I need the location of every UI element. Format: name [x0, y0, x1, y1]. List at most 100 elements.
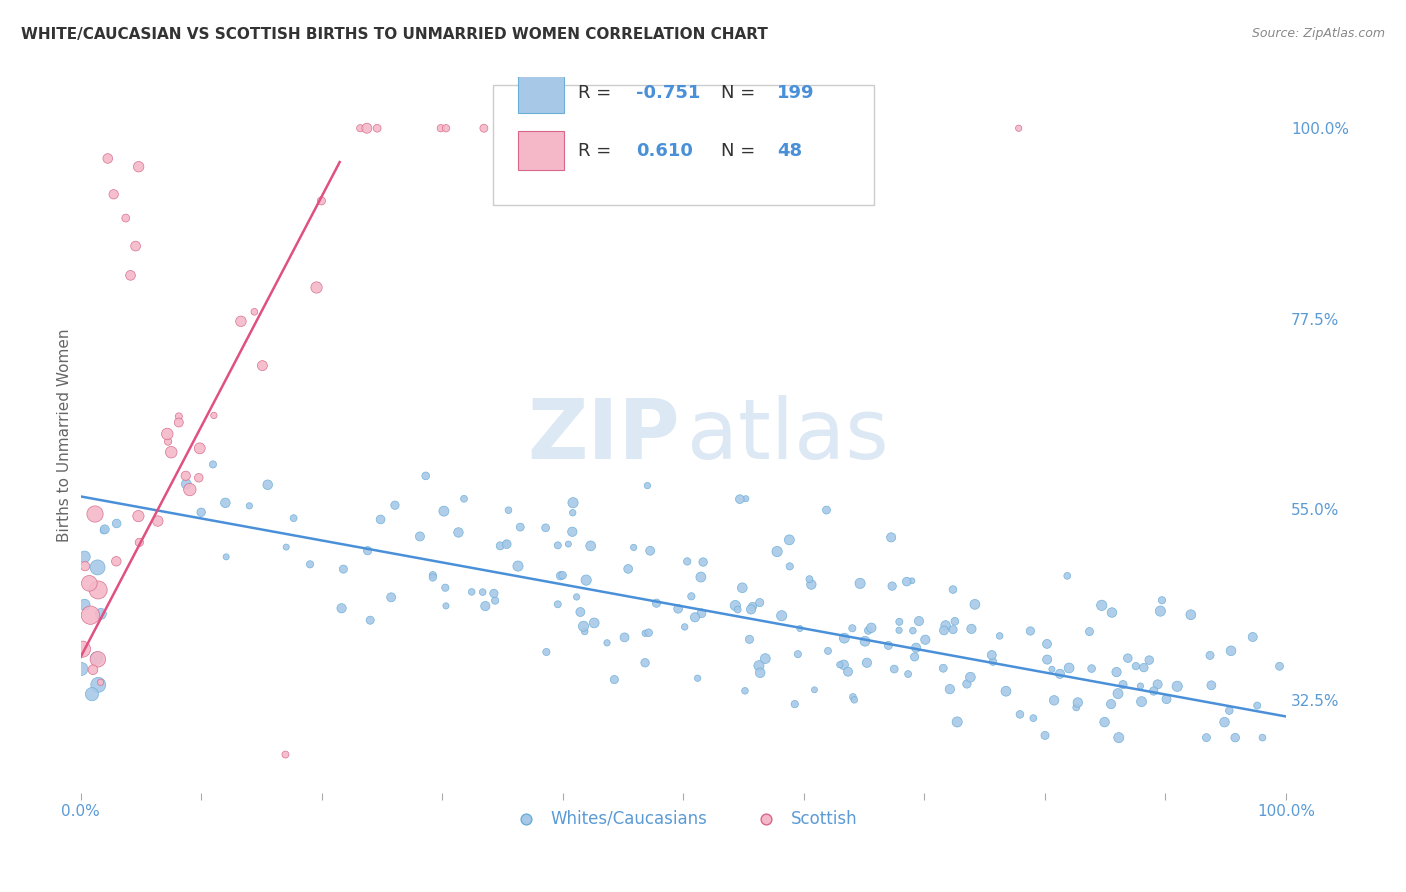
Text: 48: 48 — [778, 142, 803, 160]
Point — [786, 647, 808, 661]
Text: R =: R = — [578, 84, 617, 103]
Point — [585, 121, 607, 136]
Point — [547, 597, 569, 611]
Point — [506, 559, 529, 574]
Point — [1022, 711, 1045, 725]
Point — [124, 239, 146, 253]
Point — [748, 596, 770, 610]
Y-axis label: Births to Unmarried Women: Births to Unmarried Women — [58, 328, 72, 541]
Point — [434, 599, 457, 613]
Point — [380, 591, 402, 605]
Point — [889, 615, 911, 629]
Point — [789, 622, 811, 636]
Point — [214, 496, 236, 510]
Point — [238, 499, 260, 513]
Point — [842, 690, 865, 704]
Point — [1091, 599, 1114, 613]
Point — [1213, 715, 1236, 730]
Point — [887, 624, 910, 638]
Point — [637, 625, 659, 640]
Text: WHITE/CAUCASIAN VS SCOTTISH BIRTHS TO UNMARRIED WOMEN CORRELATION CHART: WHITE/CAUCASIAN VS SCOTTISH BIRTHS TO UN… — [21, 27, 768, 42]
Point — [683, 610, 706, 624]
Point — [174, 468, 197, 483]
Point — [724, 599, 747, 613]
Text: atlas: atlas — [688, 394, 889, 475]
Point — [783, 697, 806, 711]
Point — [942, 582, 965, 597]
Point — [1064, 700, 1087, 714]
Point — [1241, 630, 1264, 644]
Point — [1108, 731, 1130, 745]
Point — [356, 543, 378, 558]
Point — [86, 651, 108, 665]
Point — [596, 636, 619, 650]
Point — [447, 525, 470, 540]
Point — [1057, 661, 1080, 675]
Point — [537, 121, 560, 136]
Point — [1130, 695, 1153, 709]
Point — [956, 677, 979, 691]
Point — [579, 539, 602, 553]
Point — [754, 651, 776, 665]
Point — [1107, 687, 1129, 701]
Point — [603, 673, 626, 687]
Point — [87, 582, 110, 597]
Point — [1225, 731, 1247, 745]
Point — [84, 507, 107, 521]
Point — [994, 684, 1017, 698]
Point — [482, 586, 505, 600]
Point — [1099, 697, 1122, 711]
Point — [749, 665, 772, 680]
Point — [472, 121, 495, 136]
Point — [90, 607, 112, 621]
Point — [103, 187, 125, 202]
Point — [766, 544, 789, 558]
Point — [190, 505, 212, 519]
Point — [1116, 651, 1139, 665]
Point — [1195, 731, 1218, 745]
Point — [565, 590, 588, 604]
Point — [841, 621, 863, 635]
Point — [495, 537, 517, 551]
Point — [574, 624, 596, 639]
Legend: Whites/Caucasians, Scottish: Whites/Caucasians, Scottish — [502, 803, 865, 834]
Point — [1008, 121, 1031, 136]
Point — [896, 574, 918, 589]
Point — [453, 491, 475, 506]
Point — [634, 656, 657, 670]
Point — [93, 524, 115, 538]
Point — [188, 442, 211, 456]
Point — [690, 606, 713, 620]
Point — [80, 687, 103, 701]
Point — [305, 280, 328, 294]
Point — [901, 574, 924, 588]
Point — [903, 649, 925, 664]
Point — [366, 121, 388, 136]
Point — [105, 516, 128, 531]
Point — [734, 491, 756, 506]
Point — [156, 427, 179, 442]
Point — [844, 693, 866, 707]
Text: 0.610: 0.610 — [637, 142, 693, 160]
Point — [834, 631, 856, 645]
Point — [562, 496, 585, 510]
Point — [274, 747, 297, 762]
Point — [817, 644, 839, 658]
Point — [1036, 652, 1059, 666]
Point — [1129, 679, 1152, 693]
Point — [638, 543, 661, 558]
Point — [959, 670, 981, 684]
Point — [569, 605, 592, 619]
Point — [187, 471, 209, 485]
Point — [607, 121, 630, 136]
Point — [883, 662, 905, 676]
Point — [686, 671, 709, 685]
Point — [734, 683, 756, 698]
Point — [79, 576, 101, 591]
Point — [728, 492, 751, 507]
Point — [536, 645, 558, 659]
Point — [623, 541, 645, 555]
Point — [905, 640, 928, 655]
Point — [692, 555, 714, 569]
Point — [471, 585, 494, 599]
